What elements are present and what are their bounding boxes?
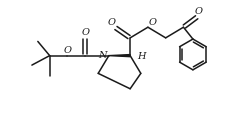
Text: O: O [81, 28, 89, 37]
Text: O: O [149, 18, 157, 26]
Text: O: O [107, 18, 115, 26]
Text: O: O [63, 46, 71, 55]
Text: H: H [137, 52, 146, 61]
Polygon shape [109, 55, 130, 57]
Text: O: O [195, 7, 203, 16]
Text: N: N [98, 51, 106, 60]
